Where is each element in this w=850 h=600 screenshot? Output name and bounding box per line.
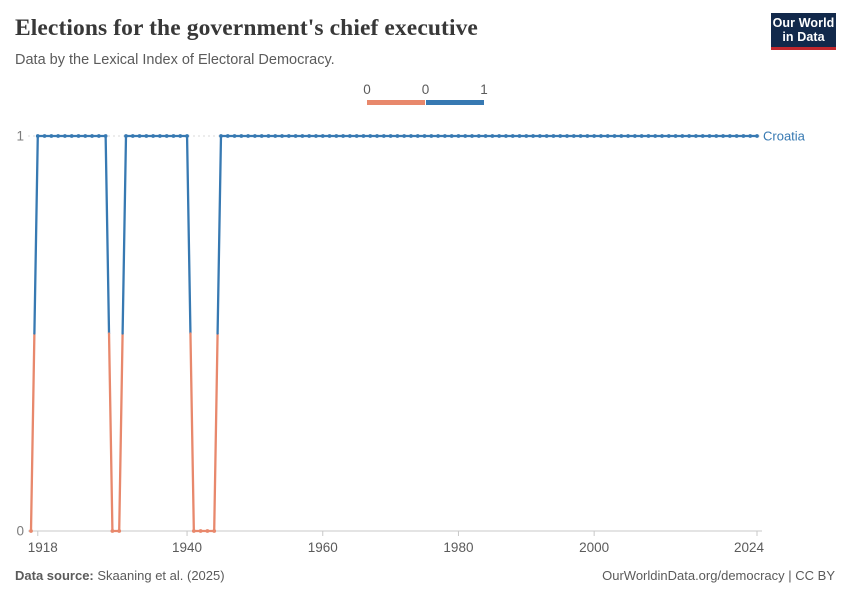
series-line-croatia	[29, 134, 759, 533]
x-tick-label-1940: 1940	[172, 540, 202, 555]
x-tick-label-1960: 1960	[308, 540, 338, 555]
legend-bar	[367, 100, 484, 105]
data-source-note: Data source: Skaaning et al. (2025)	[15, 568, 225, 583]
x-tick-label-1918: 1918	[28, 540, 58, 555]
owid-logo-line1: Our World	[772, 16, 835, 30]
legend-labels: 0 0 1	[363, 82, 488, 98]
data-source-text: Skaaning et al. (2025)	[97, 568, 225, 583]
y-tick-label-0: 0	[16, 524, 24, 539]
chart-footer: Data source: Skaaning et al. (2025) OurW…	[15, 568, 835, 583]
legend-bin-1[interactable]	[426, 100, 484, 105]
page-title: Elections for the government's chief exe…	[15, 15, 478, 41]
legend-label-0: 0	[363, 82, 371, 97]
owid-logo: Our World in Data	[771, 13, 836, 50]
series-markers-croatia	[29, 134, 759, 533]
color-legend: 0 0 1	[363, 82, 488, 105]
y-tick-label-1: 1	[16, 129, 24, 144]
x-tick-label-1980: 1980	[443, 540, 473, 555]
owid-logo-line2: in Data	[782, 30, 825, 44]
legend-label-1: 0	[421, 82, 430, 97]
license-credit: OurWorldinData.org/democracy | CC BY	[602, 568, 835, 583]
data-source-label: Data source:	[15, 568, 94, 583]
x-tick-label-2024: 2024	[734, 540, 765, 555]
series-label-croatia[interactable]: Croatia	[763, 129, 806, 144]
legend-bin-0[interactable]	[367, 100, 425, 105]
x-tick-label-2000: 2000	[579, 540, 609, 555]
legend-label-2: 1	[480, 82, 488, 97]
page-subtitle: Data by the Lexical Index of Electoral D…	[15, 52, 335, 68]
